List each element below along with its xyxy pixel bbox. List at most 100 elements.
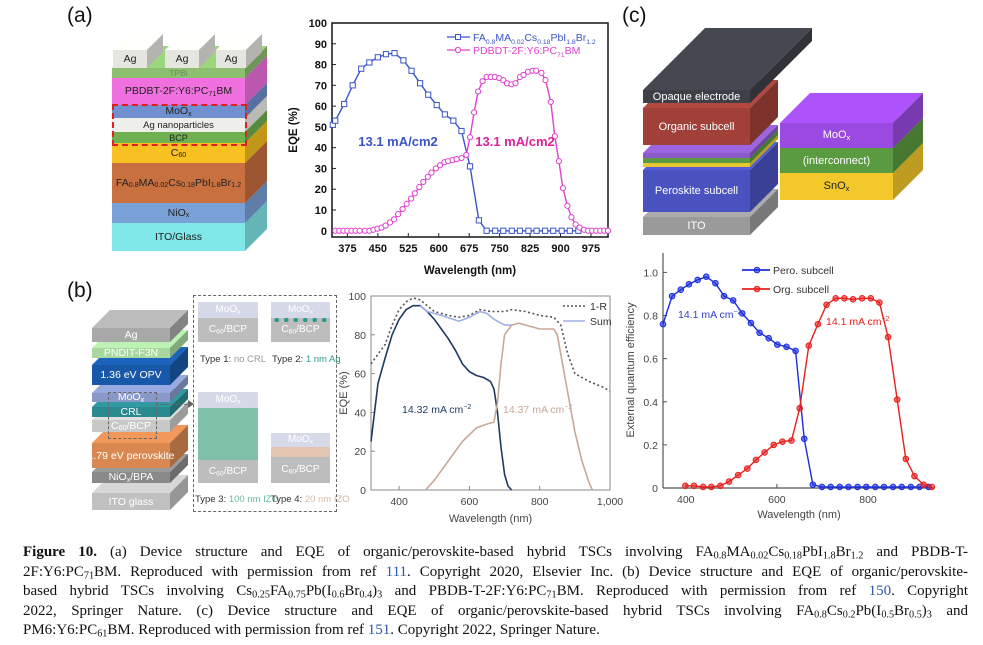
text-run: 3 — [926, 609, 932, 621]
layer-ito-glass: ITO/Glass — [112, 223, 245, 251]
y-axis-label: EQE (%) — [338, 371, 350, 414]
text-run: x — [309, 438, 314, 446]
data-point — [774, 341, 781, 348]
caption-line: Figure 10. (a) Device structure and EQE … — [23, 543, 968, 563]
y-tick-label: 100 — [309, 18, 327, 30]
data-point — [458, 154, 465, 162]
data-point — [420, 178, 427, 186]
data-point — [425, 91, 432, 98]
highlight-box-interconnect — [112, 104, 247, 146]
caption-line: 2022, Springer Nature. (c) Device struct… — [23, 602, 968, 622]
data-point — [836, 483, 844, 491]
data-point — [792, 347, 799, 355]
legend-label: 1-R — [590, 301, 607, 313]
x-tick-label: 675 — [460, 243, 478, 255]
type4-izo — [271, 447, 330, 457]
text-run: MoO — [822, 129, 847, 142]
x-tick-label: 900 — [551, 243, 569, 255]
y-tick-label: 0.4 — [643, 397, 658, 409]
text-run: MoO — [215, 304, 238, 316]
figure-caption: Figure 10. (a) Device structure and EQE … — [23, 543, 968, 641]
type1-c60-bcp: C60/BCP — [198, 318, 258, 342]
layer-c60-bcp: C60/BCP — [92, 420, 170, 432]
text-run: 1.8 — [210, 181, 221, 190]
text-run: MoO — [287, 434, 310, 446]
data-point — [391, 216, 398, 223]
text-run: Cs — [168, 176, 182, 189]
data-point — [558, 227, 565, 234]
text-run: BM. Reproduced with permission from ref — [556, 583, 869, 600]
y-tick-label: 0.8 — [643, 311, 658, 323]
text-run: PBDBT-2F:Y6:PC — [124, 85, 209, 98]
text-run: x — [845, 183, 850, 193]
text-run: PNDIT-F3N — [103, 347, 159, 359]
text-run: C — [208, 465, 217, 477]
data-point — [682, 482, 689, 490]
data-point — [832, 294, 839, 302]
reference-link[interactable]: 111 — [385, 563, 408, 580]
x-tick-label: 600 — [461, 496, 479, 508]
text-run: x — [309, 308, 314, 316]
type4-label: Type 4: 20 nm IZO — [271, 494, 350, 505]
text-run: /BCP — [296, 464, 320, 476]
y-tick-label: 40 — [315, 143, 327, 155]
reference-link[interactable]: 151 — [367, 622, 391, 639]
data-point — [568, 214, 575, 221]
data-point — [382, 51, 390, 58]
text-run: CRL — [120, 406, 142, 418]
text-run: ITO glass — [108, 495, 154, 508]
layer-opv: 1.36 eV OPV — [92, 365, 170, 385]
layer-tpbi: TPBi — [112, 68, 245, 78]
current-density-label: 14.1 mA cm−2 — [826, 316, 890, 328]
plot-frame — [370, 295, 611, 491]
data-point — [408, 195, 415, 202]
text-run: PM6:Y6:PC — [23, 622, 98, 639]
data-point — [902, 455, 910, 463]
data-point — [858, 294, 866, 302]
text-run: 0.25 — [252, 589, 270, 601]
text-run: x — [237, 308, 241, 316]
data-point — [483, 227, 490, 234]
layer-thin-snox — [643, 163, 750, 167]
text-run: BCP — [169, 132, 188, 143]
data-point — [827, 483, 834, 491]
text-run: ) — [921, 602, 927, 619]
x-tick-label: 750 — [490, 243, 508, 255]
layer-interconnect: (interconnect) — [780, 148, 893, 173]
data-point — [734, 471, 742, 479]
data-point — [512, 80, 519, 87]
data-point — [458, 127, 465, 135]
text-run: 60 — [288, 328, 297, 336]
x-tick-label: 800 — [531, 496, 549, 508]
text-run: x — [237, 398, 241, 406]
text-run: MoO — [117, 391, 141, 404]
panel-label-b: (b) — [67, 279, 93, 302]
electrode-ag-3: Ag — [216, 50, 246, 68]
data-point — [408, 67, 415, 74]
y-tick-label: 20 — [354, 446, 366, 458]
text-run: 60 — [216, 328, 224, 336]
text-run: TPBi — [169, 68, 188, 78]
x-tick-label: 600 — [430, 243, 448, 255]
y-tick-label: 50 — [315, 122, 327, 134]
text-run: and — [931, 602, 968, 619]
text-run: 71 — [208, 89, 217, 98]
layer-niox: NiOx — [112, 203, 245, 223]
layer-opaque-electrode: Opaque electrode — [643, 90, 750, 103]
text-run: x — [140, 395, 145, 404]
legend-marker — [753, 285, 761, 293]
data-point — [729, 297, 737, 304]
text-run: 0.18 — [784, 550, 803, 562]
data-point — [453, 155, 460, 163]
data-point — [854, 483, 861, 491]
data-point — [466, 134, 474, 141]
data-point — [725, 478, 733, 485]
series-line-1 — [424, 322, 594, 491]
legend-label: Sum — [590, 316, 612, 328]
data-point — [761, 449, 768, 456]
reference-link[interactable]: 150 — [868, 583, 892, 600]
data-point — [341, 100, 348, 108]
text-run: 3 — [377, 589, 383, 601]
text-run: . Copyright 2020, Elsevier Inc. (b) Devi… — [407, 563, 968, 580]
